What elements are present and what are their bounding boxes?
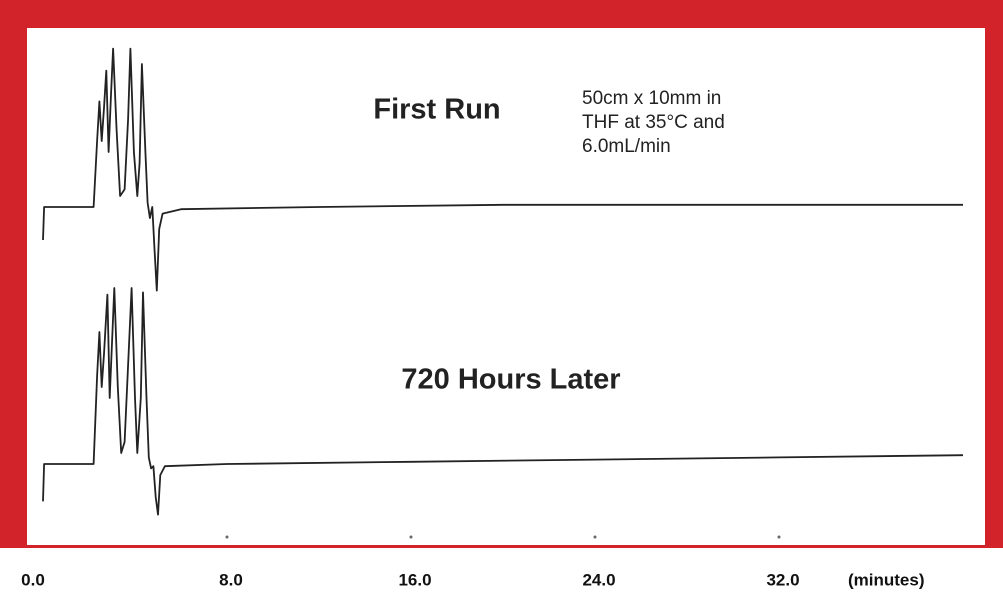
panel-title: 720 Hours Later xyxy=(401,364,620,396)
x-tick-mark xyxy=(777,535,781,539)
x-tick-label: 8.0 xyxy=(219,570,243,589)
x-tick-label: 16.0 xyxy=(398,570,431,589)
x-tick-label: 32.0 xyxy=(766,570,799,589)
trace xyxy=(42,287,964,516)
x-tick-mark xyxy=(225,535,229,539)
x-axis-label: (minutes) xyxy=(848,570,925,589)
annotation: THF at 35°C and xyxy=(582,112,725,133)
trace xyxy=(42,47,963,292)
x-tick-label: 24.0 xyxy=(582,570,615,589)
x-tick-label: 0.0 xyxy=(21,570,45,589)
annotation: 50cm x 10mm in xyxy=(582,88,721,109)
x-tick-mark xyxy=(409,535,413,539)
panel-title: First Run xyxy=(373,94,500,126)
annotation: 6.0mL/min xyxy=(582,136,671,157)
x-tick-mark xyxy=(593,535,597,539)
plot-area xyxy=(27,28,985,545)
